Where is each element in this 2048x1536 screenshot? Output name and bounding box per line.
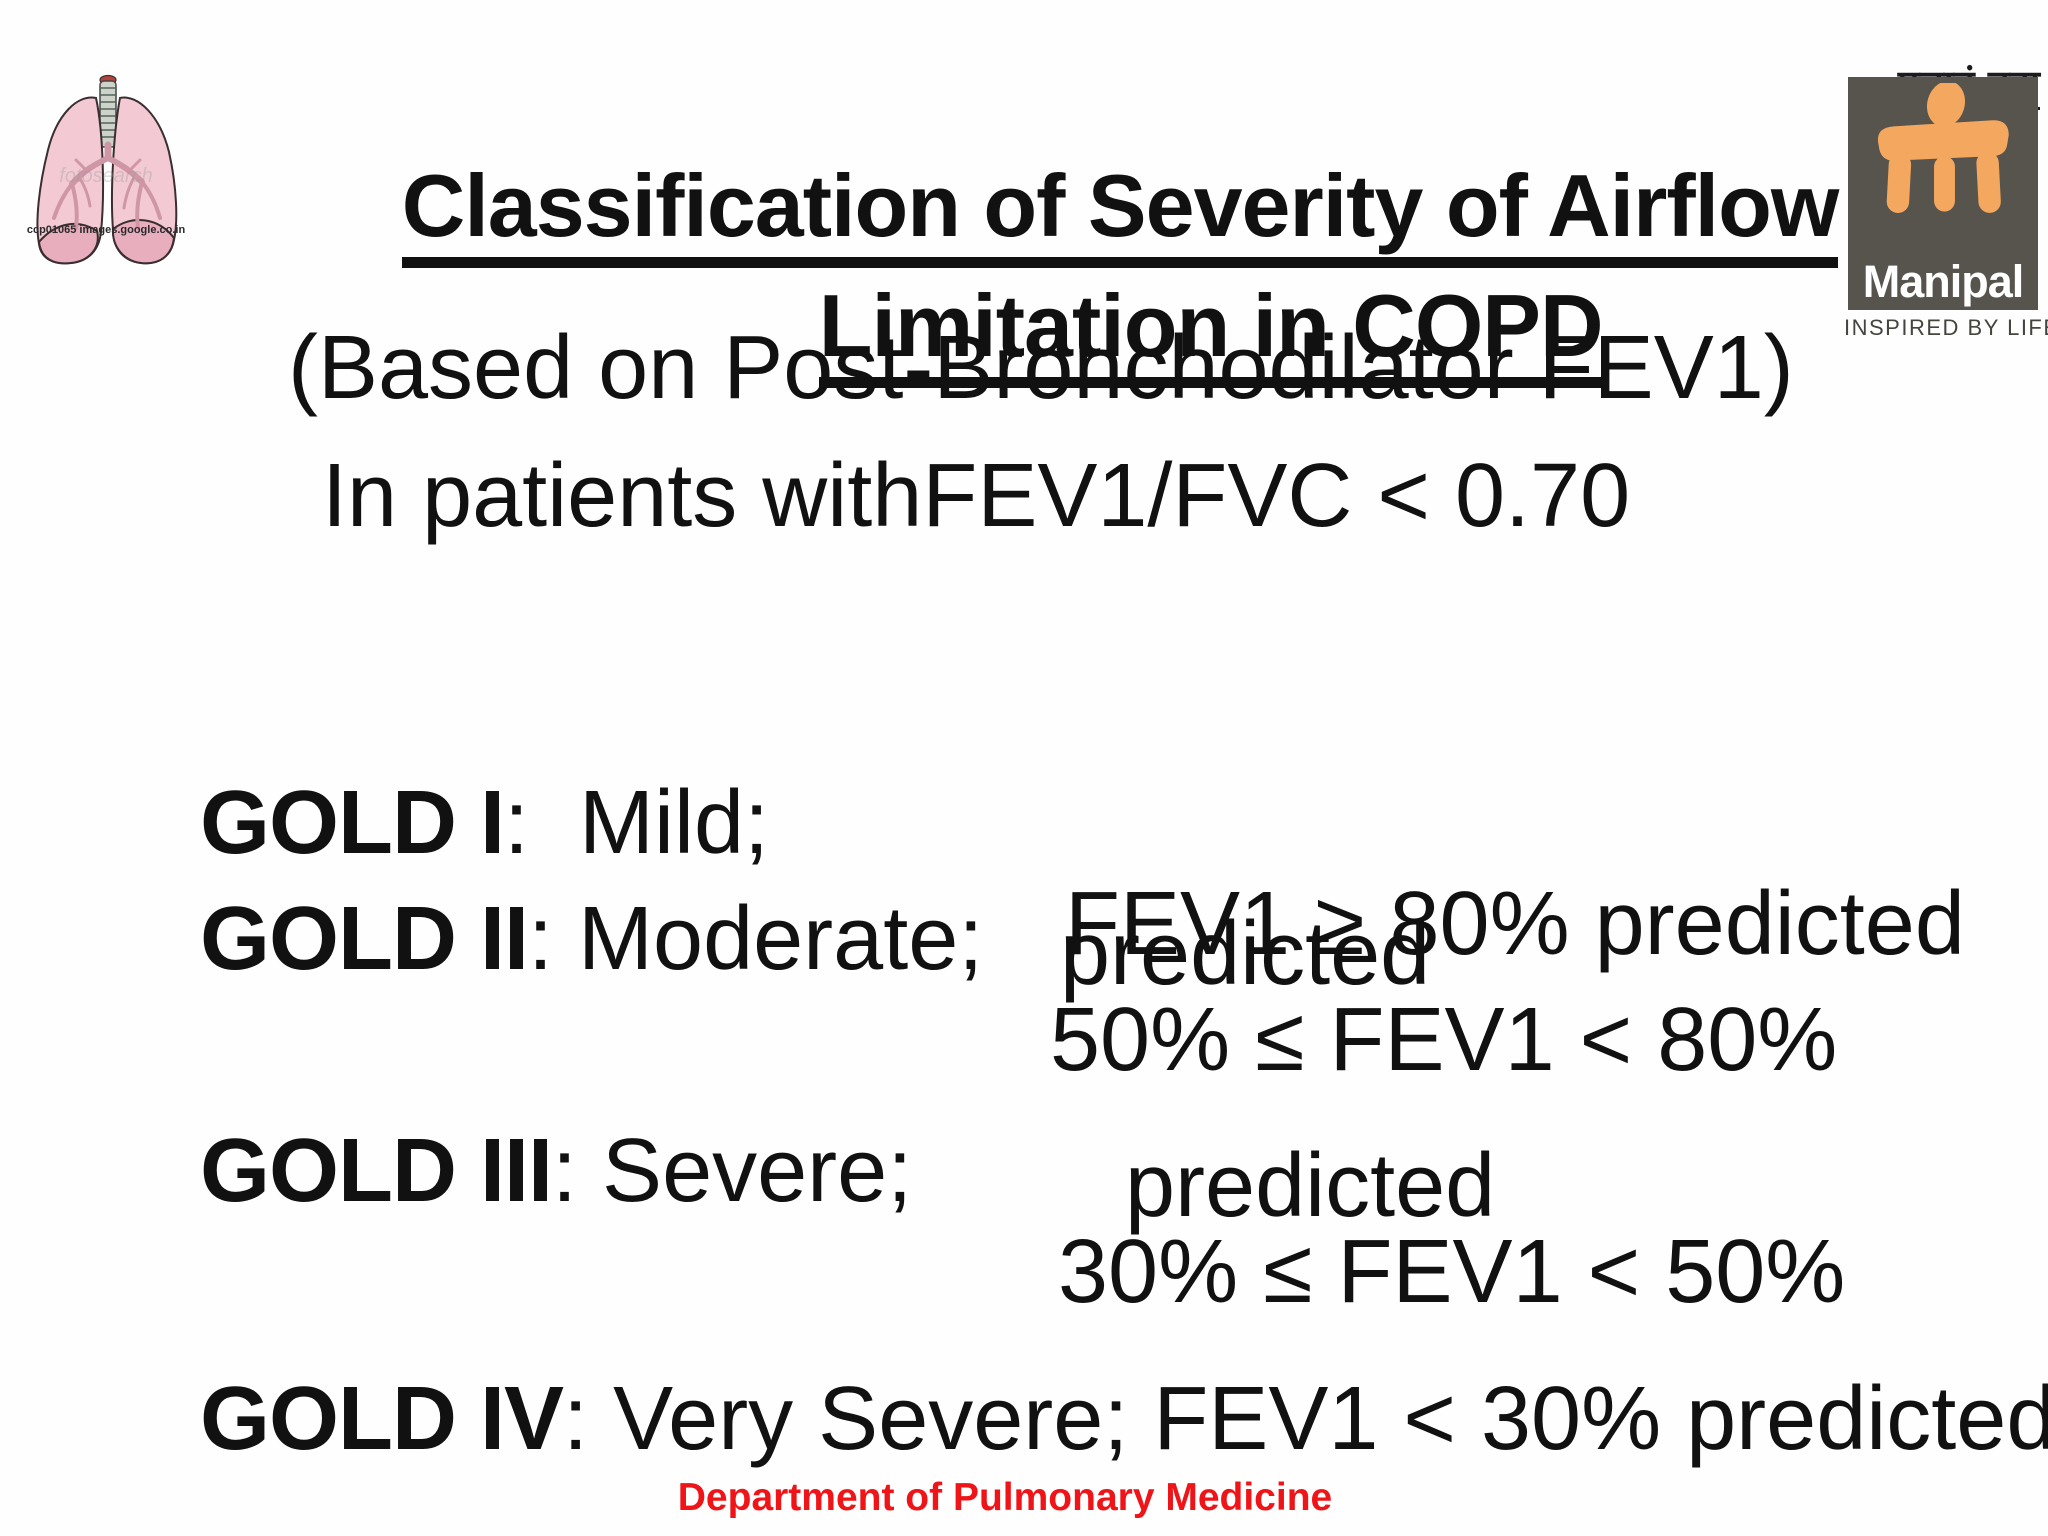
gold-2-grade: GOLD II [200,888,529,989]
gold-3-criteria: 30% ≤ FEV1 < 50% [1058,1221,1846,1322]
manipal-logo: Manipal [1848,77,2038,310]
manipal-brand-text: Manipal [1862,256,2025,307]
lungs-illustration: fotosearch [26,36,186,265]
slide-title-line2: Limitation in COPD [725,178,1604,487]
gold-4-grade: GOLD IV [200,1368,564,1469]
gold-row-2: GOLD II: Moderate; 50% ≤ FEV1 < 80% [0,788,2048,1191]
gold-3-criteria-continued: predicted [1125,1136,1496,1236]
gold-2-severity: : Moderate; [528,888,984,989]
gold-row-1: GOLD I: Mild; FEV1 ≥ 80% predicted [0,672,2048,1075]
gold-3-grade: GOLD III [200,1120,553,1221]
gold-row-4: GOLD IV: Very Severe; FEV1 < 30% predict… [0,1268,2048,1536]
lungs-caption: ccp01065 images.google.co.in [26,224,186,236]
gold-1-grade: GOLD I [200,772,505,873]
lungs-image: fotosearch [36,74,178,265]
gold-2-criteria: 50% ≤ FEV1 < 80% [1050,989,1838,1090]
slide-title-line1-text: Classification of Severity of Airflow [401,156,1839,269]
slide-subtitle-patients: In patients withFEV1/FVC < 0.70 [322,446,1631,546]
footer-department: Department of Pulmonary Medicine [677,1476,1333,1519]
gold-row-3: GOLD III: Severe; 30% ≤ FEV1 < 50% [0,1020,2048,1423]
slide-title-line2-text: Limitation in COPD [818,276,1604,389]
manipal-figure-icon [1877,83,2009,213]
slide-subtitle-basis: (Based on Post-Bronchodilator FEV1) [288,318,1794,418]
gold-2-criteria-continued: predicted [1060,904,1431,1004]
gold-3-severity: : Severe; [552,1120,913,1221]
stock-watermark: fotosearch [59,165,152,187]
slide-title-line1: Classification of Severity of Airflow [308,58,1839,367]
manipal-tagline: INSPIRED BY LIFE [1844,315,2048,340]
gold-4-severity: : Very Severe; FEV1 < 30% predicted [563,1368,2048,1469]
gold-1-criteria: FEV1 ≥ 80% predicted [1065,873,1965,974]
gold-1-severity: : Mild; [504,772,770,873]
